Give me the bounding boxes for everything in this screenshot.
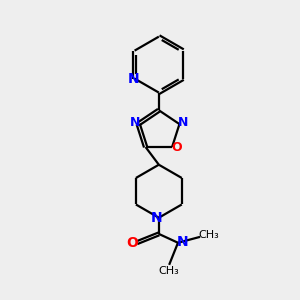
Text: CH₃: CH₃ <box>159 266 179 276</box>
Text: N: N <box>127 72 139 86</box>
Text: N: N <box>178 116 188 129</box>
Text: N: N <box>151 211 162 225</box>
Text: N: N <box>176 235 188 249</box>
Text: CH₃: CH₃ <box>199 230 219 240</box>
Text: O: O <box>127 236 139 250</box>
Text: N: N <box>130 116 140 129</box>
Text: O: O <box>171 141 181 154</box>
